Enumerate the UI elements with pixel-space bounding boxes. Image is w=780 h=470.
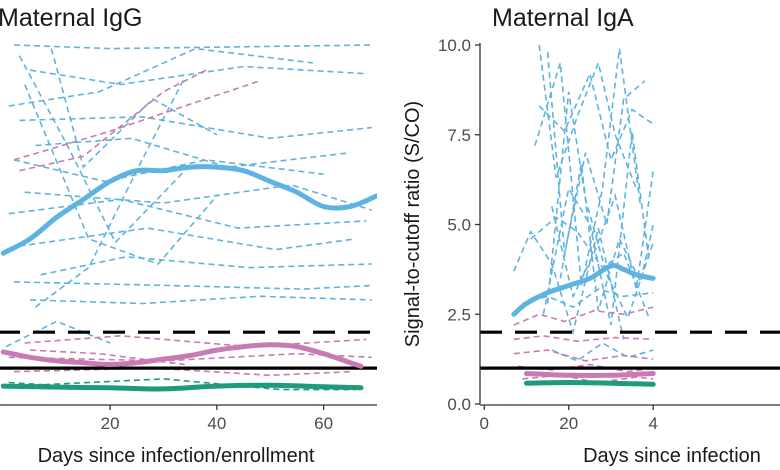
- trace-blue-0: [538, 44, 638, 189]
- trace-blue-2: [534, 48, 642, 286]
- x-axis-label-igg: Days since infection/enrollment: [38, 445, 315, 467]
- trace-blue-8: [538, 71, 654, 163]
- trace-blue-13: [50, 48, 218, 169]
- trace-pink-11: [513, 334, 654, 343]
- smooth-series-2: [524, 379, 656, 387]
- x-axis-label-iga: Days since infection: [583, 445, 761, 467]
- trace-blue-10: [13, 281, 372, 290]
- trace-blue-0: [13, 44, 372, 50]
- trace-blue-1: [546, 52, 646, 254]
- smooth-series-2: [0, 382, 364, 392]
- trace-blue-6: [24, 184, 372, 211]
- trace-pink-18: [19, 69, 207, 172]
- smooth-series-1: [524, 371, 656, 379]
- x-tick-label: 4: [649, 414, 658, 433]
- trace-blue-14: [23, 84, 218, 265]
- trace-blue-1: [29, 65, 367, 86]
- y-ticks-iga: 0.0 2.5 5.0 7.5 10.0: [438, 36, 480, 414]
- trace-blue-9: [513, 227, 625, 340]
- trace-pink-19: [24, 334, 367, 348]
- plot-area-igg: [0, 44, 377, 406]
- trace-pink-22: [29, 349, 185, 366]
- smooth-series-0: [511, 262, 656, 317]
- plot-area-iga: [479, 43, 780, 406]
- trace-blue-4: [551, 170, 654, 299]
- trace-green-24: [13, 378, 356, 391]
- trace-blue-8: [19, 227, 356, 251]
- y-tick-label: 10.0: [438, 36, 471, 55]
- y-tick-label: 0.0: [447, 395, 471, 414]
- trace-blue-5: [530, 216, 650, 319]
- smooth-series-0: [0, 164, 377, 256]
- trace-blue-16: [5, 320, 111, 348]
- trace-blue-11: [29, 295, 372, 305]
- y-tick-label: 5.0: [447, 216, 471, 235]
- trace-blue-16: [522, 288, 654, 309]
- y-tick-label: 7.5: [447, 126, 471, 145]
- panel-title-iga: Maternal IgA: [492, 4, 634, 32]
- x-tick-label: 40: [207, 414, 226, 433]
- x-tick-label: 20: [101, 414, 120, 433]
- trace-blue-2: [8, 47, 313, 107]
- trace-blue-7: [559, 163, 654, 311]
- trace-blue-15: [34, 76, 186, 308]
- x-tick-label: 60: [314, 414, 333, 433]
- y-axis-label: Signal-to-cutoff ratio (S/CO): [402, 101, 424, 347]
- trace-pink-15: [513, 306, 654, 326]
- x-ticks-iga: 0 20 4: [479, 405, 658, 433]
- x-tick-label: 0: [479, 414, 488, 433]
- trace-pink-12: [513, 349, 654, 362]
- x-tick-label: 20: [559, 414, 578, 433]
- smooth-series-1: [0, 342, 364, 369]
- trace-blue-3: [19, 115, 372, 140]
- trace-blue-7: [8, 198, 367, 229]
- trace-pink-17: [13, 80, 260, 161]
- x-ticks-igg: 20 40 60: [101, 405, 333, 433]
- panel-title-igg: Maternal IgG: [0, 4, 143, 32]
- y-tick-label: 2.5: [447, 305, 471, 324]
- trace-blue-9: [40, 255, 372, 276]
- trace-blue-12: [18, 55, 186, 244]
